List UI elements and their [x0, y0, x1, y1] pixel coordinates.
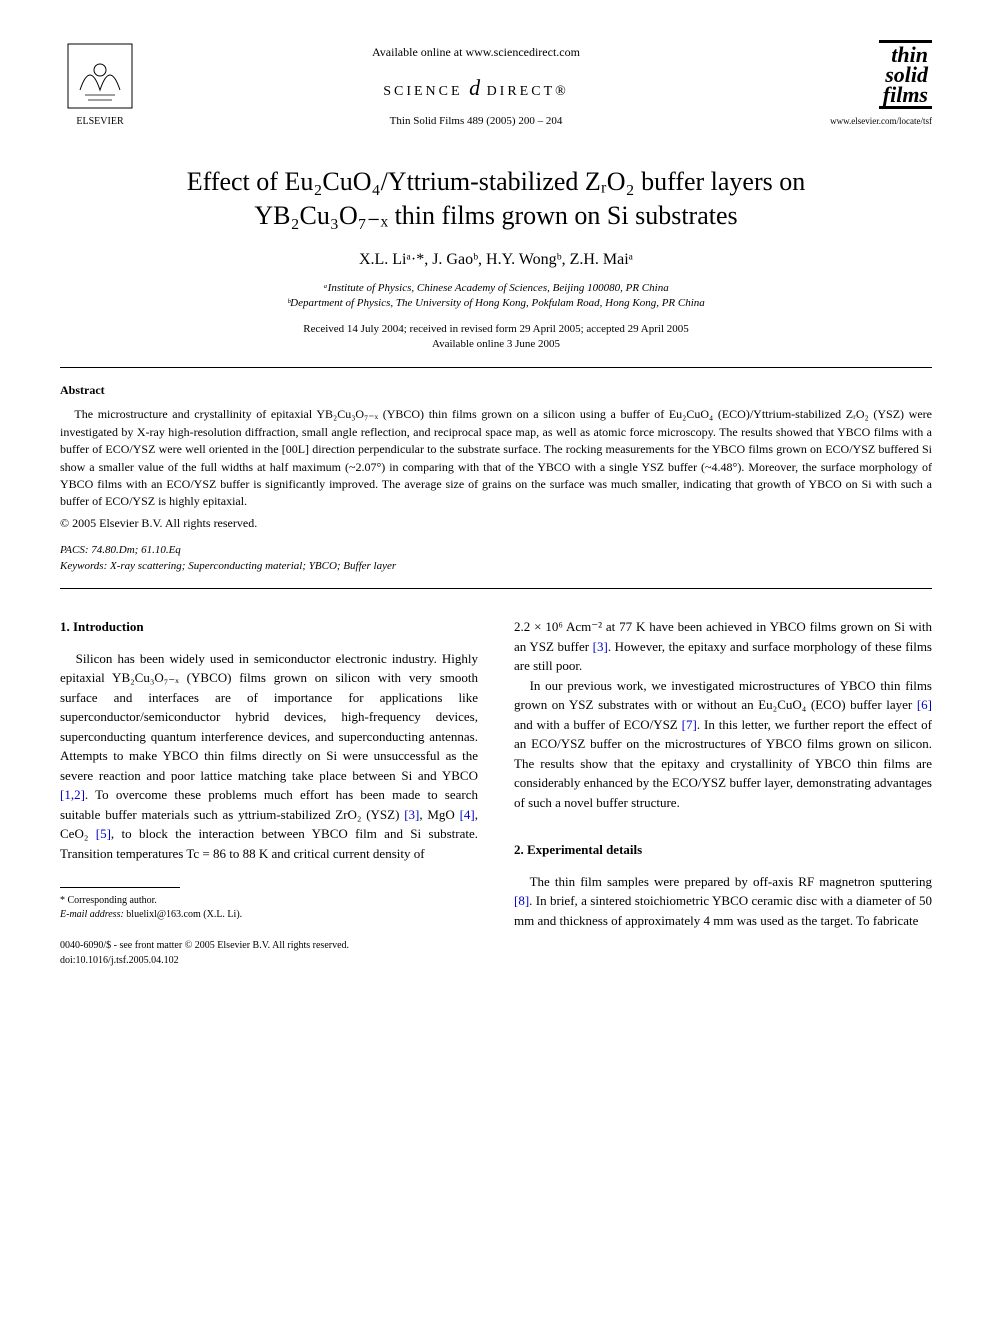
sciencedirect-logo: SCIENCE d DIRECT®	[140, 73, 812, 104]
experimental-paragraph-1: The thin film samples were prepared by o…	[514, 872, 932, 931]
section-1-heading: 1. Introduction	[60, 617, 478, 637]
ref-4[interactable]: [4]	[460, 807, 475, 822]
dates-online: Available online 3 June 2005	[60, 337, 932, 352]
sciencedirect-at-icon: d	[469, 75, 480, 100]
column-left: 1. Introduction Silicon has been widely …	[60, 617, 478, 968]
page-header: ELSEVIER Available online at www.science…	[60, 40, 932, 135]
column-right: 2.2 × 10⁶ Acm⁻² at 77 K have been achiev…	[514, 617, 932, 968]
affiliation-b: ᵇDepartment of Physics, The University o…	[60, 296, 932, 311]
email-label: E-mail address:	[60, 909, 124, 920]
ref-5[interactable]: [5]	[96, 826, 111, 841]
email-address: bluelixl@163.com (X.L. Li).	[124, 909, 242, 920]
corresponding-author: * Corresponding author.	[60, 894, 478, 908]
divider-bottom	[60, 588, 932, 589]
ref-1-2[interactable]: [1,2]	[60, 787, 85, 802]
abstract-text: The microstructure and crystallinity of …	[60, 407, 932, 508]
journal-logo: thin solid films www.elsevier.com/locate…	[812, 40, 932, 128]
body-columns: 1. Introduction Silicon has been widely …	[60, 617, 932, 968]
pacs-line: PACS: 74.80.Dm; 61.10.Eq	[60, 543, 932, 558]
elsevier-text: ELSEVIER	[76, 116, 124, 127]
abstract-copyright: © 2005 Elsevier B.V. All rights reserved…	[60, 515, 932, 532]
journal-citation: Thin Solid Films 489 (2005) 200 – 204	[140, 114, 812, 129]
intro-paragraph-2: In our previous work, we investigated mi…	[514, 676, 932, 813]
available-online-text: Available online at www.sciencedirect.co…	[140, 44, 812, 61]
sciencedirect-left: SCIENCE	[383, 84, 462, 99]
elsevier-logo: ELSEVIER	[60, 40, 140, 130]
ref-7[interactable]: [7]	[682, 717, 697, 732]
title-line1: Effect of Eu₂CuO₄/Yttrium-stabilized ZᵣO…	[187, 167, 805, 196]
affiliation-a: ᵃInstitute of Physics, Chinese Academy o…	[60, 281, 932, 296]
journal-url: www.elsevier.com/locate/tsf	[812, 115, 932, 128]
dates-received: Received 14 July 2004; received in revis…	[60, 322, 932, 337]
divider-top	[60, 367, 932, 368]
article-dates: Received 14 July 2004; received in revis…	[60, 322, 932, 353]
brand-line3: films	[883, 85, 928, 105]
abstract-body: The microstructure and crystallinity of …	[60, 406, 932, 510]
ref-3[interactable]: [3]	[404, 807, 419, 822]
journal-brand: thin solid films	[879, 40, 932, 109]
ref-6[interactable]: [6]	[917, 697, 932, 712]
bottom-meta: 0040-6090/$ - see front matter © 2005 El…	[60, 938, 478, 968]
ref-8[interactable]: [8]	[514, 893, 529, 908]
intro-paragraph-1: Silicon has been widely used in semicond…	[60, 649, 478, 864]
title-line2: YB₂Cu₃O₇₋ₓ thin films grown on Si substr…	[254, 201, 737, 230]
section-2-heading: 2. Experimental details	[514, 840, 932, 860]
footnote-divider	[60, 887, 180, 888]
footnote-block: * Corresponding author. E-mail address: …	[60, 894, 478, 922]
issn-line: 0040-6090/$ - see front matter © 2005 El…	[60, 938, 478, 953]
abstract-heading: Abstract	[60, 382, 932, 399]
keywords-line: Keywords: X-ray scattering; Superconduct…	[60, 559, 932, 574]
sciencedirect-right: DIRECT®	[487, 84, 569, 99]
authors-line: X.L. Liᵃ·*, J. Gaoᵇ, H.Y. Wongᵇ, Z.H. Ma…	[60, 249, 932, 271]
pacs-keywords: PACS: 74.80.Dm; 61.10.Eq Keywords: X-ray…	[60, 543, 932, 574]
email-line: E-mail address: bluelixl@163.com (X.L. L…	[60, 908, 478, 922]
article-title: Effect of Eu₂CuO₄/Yttrium-stabilized ZᵣO…	[60, 165, 932, 233]
ref-3b[interactable]: [3]	[593, 639, 608, 654]
affiliations: ᵃInstitute of Physics, Chinese Academy o…	[60, 281, 932, 312]
doi-line: doi:10.1016/j.tsf.2005.04.102	[60, 953, 478, 968]
intro-paragraph-1-continued: 2.2 × 10⁶ Acm⁻² at 77 K have been achiev…	[514, 617, 932, 676]
